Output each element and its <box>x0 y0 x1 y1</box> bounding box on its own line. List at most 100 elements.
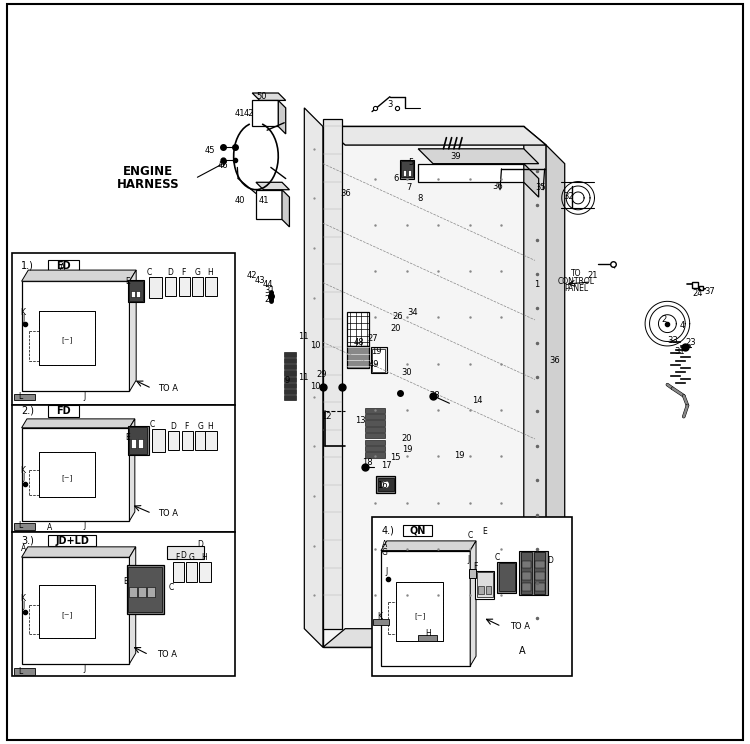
Text: K: K <box>20 594 26 603</box>
Text: E: E <box>483 527 488 536</box>
Polygon shape <box>130 419 135 521</box>
Bar <box>372 517 572 676</box>
Text: E: E <box>124 277 130 286</box>
Text: 2.): 2.) <box>21 405 34 416</box>
Polygon shape <box>347 312 369 346</box>
Bar <box>373 619 389 625</box>
Polygon shape <box>282 190 290 227</box>
Bar <box>284 376 296 382</box>
Text: F: F <box>473 562 478 571</box>
Text: 33: 33 <box>668 336 678 344</box>
Bar <box>130 587 137 597</box>
Bar <box>48 535 96 546</box>
Text: J: J <box>22 314 24 323</box>
Text: 14: 14 <box>472 396 483 405</box>
Text: 42: 42 <box>243 109 254 118</box>
Text: 34: 34 <box>407 308 418 317</box>
Bar <box>14 523 35 530</box>
Text: D: D <box>180 551 186 559</box>
Bar <box>376 476 395 493</box>
Bar <box>365 408 385 413</box>
Bar <box>39 311 94 365</box>
Bar <box>534 552 545 594</box>
Text: 1: 1 <box>535 280 540 289</box>
Bar <box>365 414 385 420</box>
Bar <box>14 668 35 675</box>
Polygon shape <box>256 190 282 219</box>
Bar <box>138 439 142 448</box>
Text: F: F <box>176 554 180 562</box>
Text: 36: 36 <box>550 356 560 365</box>
Text: 40: 40 <box>234 196 244 205</box>
Text: 11: 11 <box>298 332 309 341</box>
Text: 6: 6 <box>393 174 398 183</box>
Bar <box>172 562 184 582</box>
Bar <box>519 551 548 595</box>
Bar <box>192 277 203 296</box>
Text: 29: 29 <box>316 370 327 379</box>
Text: L: L <box>18 667 22 676</box>
Bar <box>520 552 532 594</box>
Bar <box>39 452 94 497</box>
Bar <box>39 585 94 638</box>
Bar <box>469 569 476 578</box>
Text: 48: 48 <box>353 338 364 347</box>
Text: [~]: [~] <box>62 474 73 481</box>
Polygon shape <box>524 164 538 197</box>
Bar <box>131 291 135 297</box>
Text: 20: 20 <box>401 434 412 443</box>
Text: L: L <box>18 392 22 401</box>
Text: H: H <box>208 268 214 277</box>
Polygon shape <box>323 629 546 647</box>
Bar <box>128 280 144 302</box>
Text: TO A: TO A <box>157 650 177 659</box>
Text: 9: 9 <box>284 376 290 385</box>
Text: 43: 43 <box>255 276 266 285</box>
Text: C: C <box>467 531 472 540</box>
Text: A: A <box>382 540 387 549</box>
Text: G: G <box>194 268 200 277</box>
Text: 24: 24 <box>693 289 703 298</box>
Text: 49: 49 <box>368 360 379 369</box>
Text: 19: 19 <box>371 347 382 356</box>
Polygon shape <box>323 126 524 647</box>
Text: 23: 23 <box>686 338 696 347</box>
Polygon shape <box>278 100 286 134</box>
Bar <box>365 440 385 445</box>
Text: J: J <box>84 664 86 673</box>
Polygon shape <box>381 541 476 551</box>
Bar <box>128 426 148 455</box>
Text: 27: 27 <box>368 334 378 343</box>
Polygon shape <box>381 551 470 666</box>
Text: A: A <box>519 646 526 656</box>
Text: 13: 13 <box>355 416 365 425</box>
Polygon shape <box>22 428 130 521</box>
Polygon shape <box>304 108 323 647</box>
Text: J: J <box>84 521 86 530</box>
Text: 4.): 4.) <box>381 525 394 536</box>
Text: H: H <box>202 554 208 562</box>
Text: HARNESS: HARNESS <box>117 178 179 191</box>
Bar <box>131 439 136 448</box>
Text: 10: 10 <box>310 382 321 391</box>
Bar <box>165 277 176 296</box>
Bar <box>370 347 387 373</box>
Text: 1.): 1.) <box>21 260 34 271</box>
Text: 37: 37 <box>704 287 716 296</box>
Bar <box>497 562 516 593</box>
Bar <box>535 583 544 591</box>
Bar <box>182 431 193 450</box>
Bar <box>178 277 190 296</box>
Text: H: H <box>425 629 430 638</box>
Polygon shape <box>22 281 130 391</box>
Bar <box>365 433 385 438</box>
Text: 4: 4 <box>680 321 685 330</box>
Bar <box>486 586 491 594</box>
Text: 39: 39 <box>450 152 460 161</box>
Text: 21: 21 <box>588 271 598 280</box>
Polygon shape <box>470 541 476 666</box>
Bar <box>476 571 494 599</box>
Text: TO A: TO A <box>510 622 530 631</box>
Text: TO: TO <box>571 269 581 278</box>
Text: F: F <box>182 268 186 277</box>
